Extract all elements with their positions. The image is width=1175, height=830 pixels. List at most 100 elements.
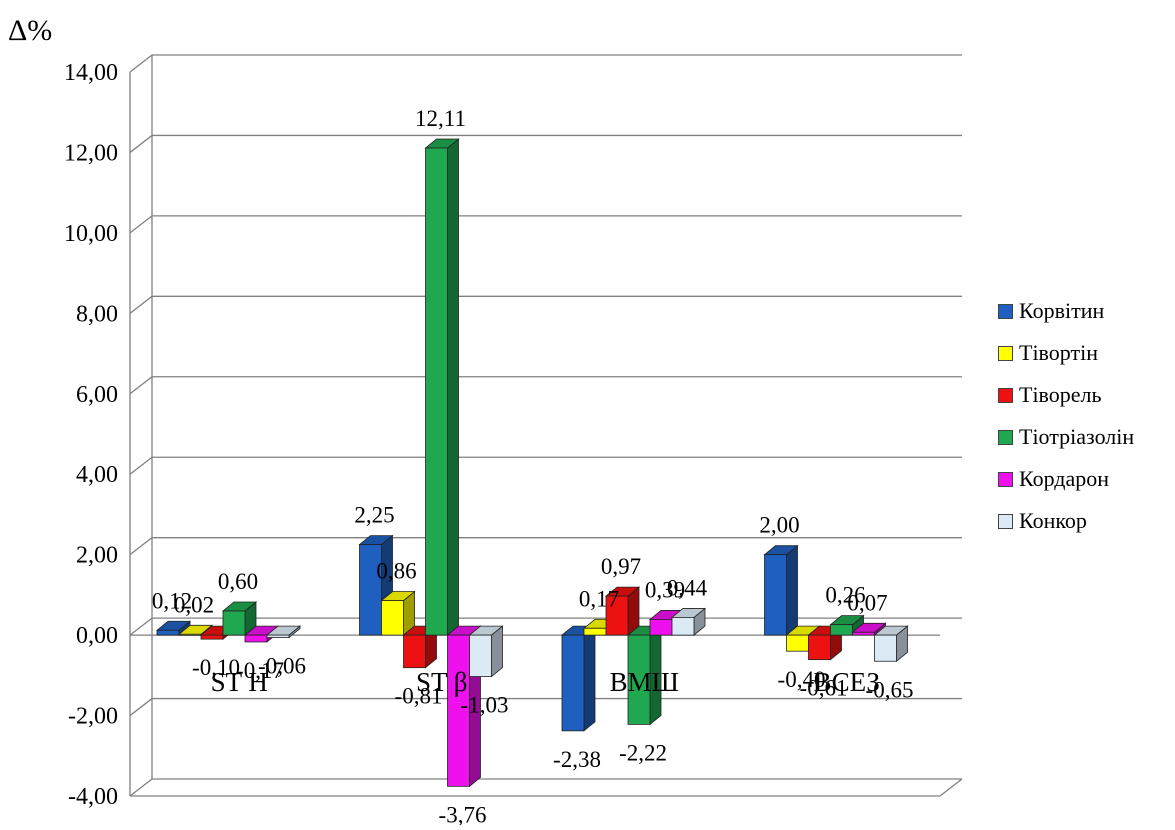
bar-front [852, 631, 875, 636]
bar-front [561, 634, 585, 732]
data-label: -0,10 [192, 655, 240, 680]
bar-front [425, 147, 448, 636]
bar [380, 590, 416, 636]
data-label: 0,39 [645, 577, 685, 602]
bar [785, 625, 821, 653]
category-label: ВМШ [610, 667, 679, 697]
data-label: 0,97 [601, 554, 641, 579]
data-label: -0,06 [258, 654, 306, 679]
data-label: -2,22 [619, 740, 667, 765]
bar-front [447, 634, 470, 787]
category-label: ST β [416, 667, 468, 697]
bar-front [200, 634, 224, 640]
data-label: 0,44 [667, 575, 708, 600]
data-label: 0,07 [847, 590, 887, 615]
bars [155, 138, 909, 788]
bar-front [359, 544, 382, 636]
y-tick-label: 0,00 [76, 623, 118, 649]
legend-item: Конкор [998, 500, 1134, 542]
floor-right-line [939, 778, 963, 797]
bar-front [403, 634, 426, 669]
data-label: 2,00 [759, 513, 799, 538]
legend-item: Корвітин [998, 290, 1134, 332]
legend-item: Тіотріазолін [998, 416, 1134, 458]
y-tick-label: 12,00 [64, 140, 118, 166]
bar-front [808, 634, 831, 661]
bar-front [764, 554, 787, 636]
bar-side [447, 138, 459, 636]
bar [468, 625, 504, 678]
bar-front [649, 619, 673, 636]
data-label: 2,25 [354, 503, 394, 528]
category-labels: ST H ST β ВМШ ВСЕЗ [211, 667, 880, 697]
category-label: ВСЕЗ [814, 667, 880, 697]
legend-swatch [998, 429, 1013, 445]
data-label: 0,12 [152, 588, 192, 613]
grid-line [129, 134, 962, 153]
data-label: -0,40 [778, 667, 826, 692]
legend-label: Кордарон [1019, 466, 1110, 491]
bar-front [222, 610, 246, 636]
bar-side [583, 625, 596, 732]
legend-swatch [998, 387, 1013, 403]
legend-swatch [998, 471, 1013, 487]
y-tick-label: 2,00 [76, 543, 118, 569]
y-tick-label: 10,00 [64, 221, 118, 247]
grid-line [129, 376, 962, 395]
data-label: 0,17 [579, 586, 619, 611]
bar-front [786, 634, 809, 652]
bar-front [469, 634, 492, 677]
grid-layer [129, 54, 963, 797]
grid-line [129, 697, 962, 717]
bar-front [178, 633, 202, 636]
data-label: 0,86 [376, 559, 416, 584]
bar-front [627, 634, 651, 725]
data-label: 12,11 [415, 106, 466, 131]
data-label: 0,60 [218, 569, 258, 594]
bar-front [671, 617, 695, 636]
category-label: ST H [211, 667, 268, 697]
bar [763, 544, 799, 636]
legend-label: Конкор [1019, 508, 1087, 533]
y-tick-label: 6,00 [76, 382, 118, 408]
y-tick-label: 14,00 [64, 60, 118, 86]
grid-line [129, 215, 962, 234]
legend-label: Корвітин [1019, 298, 1105, 323]
grid-line [129, 537, 962, 556]
y-tick-label: 8,00 [76, 301, 118, 327]
data-label: -0,61 [800, 676, 848, 701]
bar-front [244, 634, 268, 643]
legend-item: Кордарон [998, 458, 1134, 500]
data-label: -2,38 [553, 747, 601, 772]
bar-front [830, 624, 853, 636]
grid-line [129, 456, 962, 475]
bar-front [605, 595, 629, 636]
bar [221, 601, 258, 636]
bar [873, 625, 909, 663]
legend-label: Тіотріазолін [1019, 424, 1135, 449]
grid-line [129, 778, 962, 797]
bar [424, 138, 460, 636]
data-label: -0,81 [395, 684, 443, 709]
bar [560, 625, 597, 732]
bar-side [786, 544, 798, 636]
data-labels: 0,120,02 -0,10 0,60 -0,17-0,06 2,25 0,86 -0,81… [152, 106, 914, 827]
data-label: -0,17 [236, 658, 284, 683]
y-tick-label: 4,00 [76, 462, 118, 488]
bar-front [156, 629, 180, 636]
y-tick-label: -2,00 [68, 704, 118, 730]
bar-front [266, 634, 290, 638]
legend-item: Тіворель [998, 374, 1134, 416]
bar-front [583, 627, 607, 636]
bar-front [381, 600, 404, 636]
grid-line [129, 54, 962, 73]
y-tick-label: -4,00 [68, 784, 118, 810]
legend-swatch [998, 303, 1013, 319]
legend: Корвітин Тівортін Тіворель Тіотріазолін Корд… [998, 290, 1134, 542]
grid-line [129, 295, 962, 314]
data-label: -3,76 [439, 802, 487, 825]
data-label: -0,65 [866, 677, 914, 702]
bar [670, 607, 707, 636]
legend-swatch [998, 345, 1013, 361]
